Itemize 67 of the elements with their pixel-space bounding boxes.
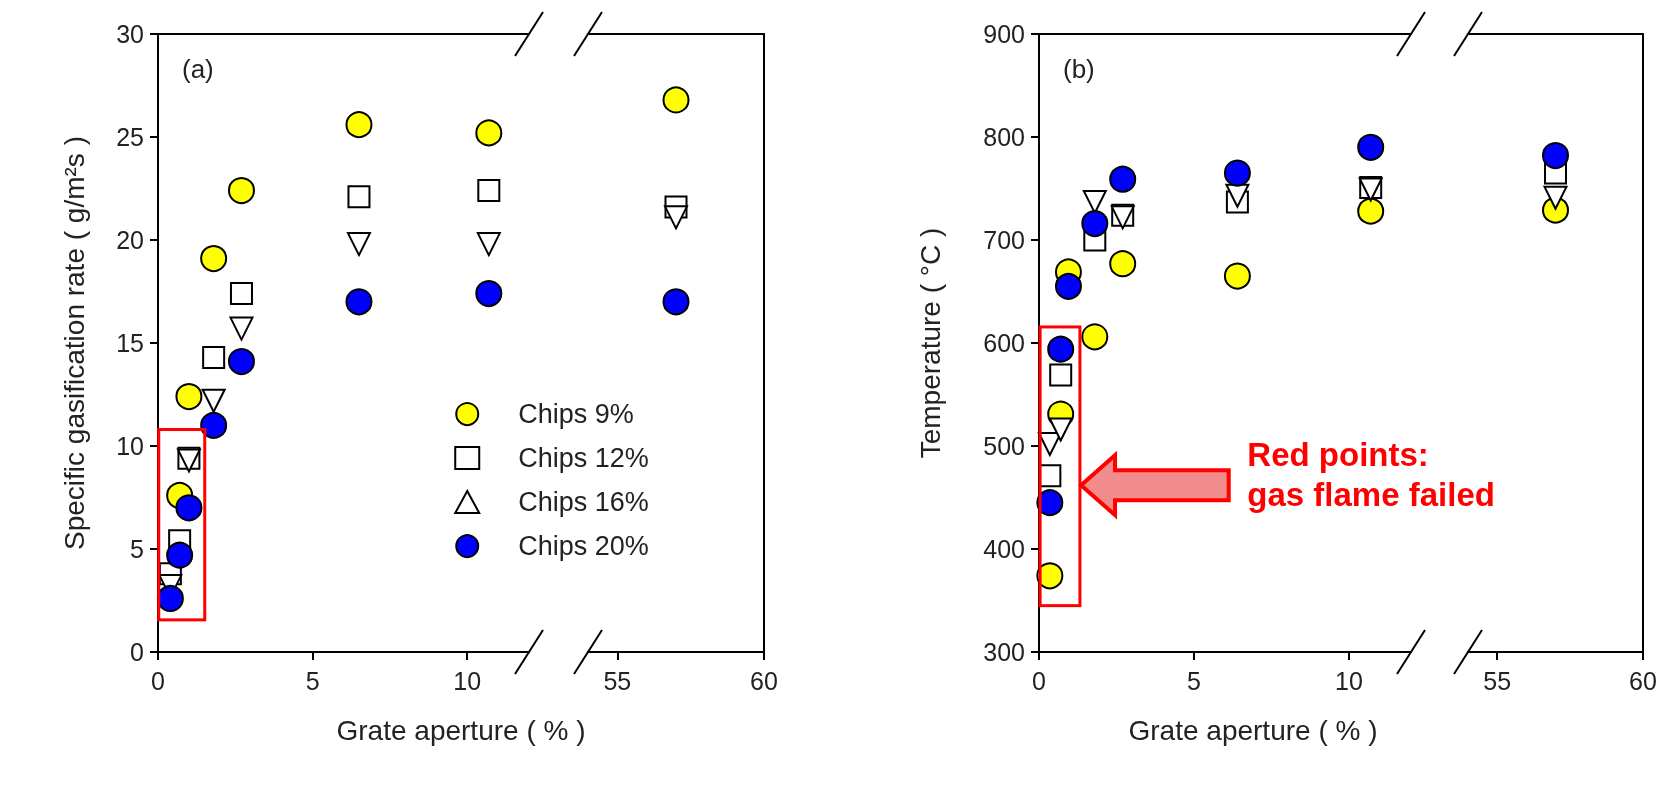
point <box>1054 272 1082 300</box>
x-tick-label: 5 <box>305 666 320 695</box>
y-tick-label: 300 <box>983 638 1025 666</box>
y-tick-label: 700 <box>983 226 1025 254</box>
legend-label: Chips 20% <box>518 531 649 562</box>
x-tick-label: 55 <box>603 666 632 695</box>
point <box>347 185 371 209</box>
y-tick-label: 0 <box>130 638 144 666</box>
point <box>1048 417 1073 442</box>
point <box>1225 183 1250 208</box>
legend-label: Chips 16% <box>518 487 649 518</box>
point <box>1081 210 1109 238</box>
point <box>1357 197 1385 225</box>
x-axis-title: Grate aperture ( % ) <box>336 714 586 746</box>
point <box>345 288 373 316</box>
point <box>166 541 194 569</box>
y-tick-label: 20 <box>116 226 144 254</box>
point <box>1109 165 1137 193</box>
y-tick-label: 25 <box>116 123 144 151</box>
legend-label: Chips 12% <box>518 443 649 474</box>
annotation: (a) <box>182 54 214 84</box>
point <box>228 177 255 205</box>
legend-label: Chips 9% <box>518 399 634 430</box>
point <box>1223 159 1251 187</box>
point <box>477 179 501 203</box>
point <box>1223 262 1251 290</box>
y-tick-label: 15 <box>116 329 144 357</box>
point <box>1357 133 1385 161</box>
y-tick-label: 800 <box>983 123 1025 151</box>
annotation: (b) <box>1063 54 1095 84</box>
x-tick-label: 60 <box>1629 666 1657 695</box>
point <box>175 383 203 411</box>
point <box>1109 250 1137 278</box>
point <box>200 411 228 439</box>
point <box>1081 323 1109 351</box>
y-tick-label: 10 <box>116 432 144 460</box>
x-tick-label: 10 <box>1335 666 1363 695</box>
point <box>346 232 371 257</box>
point <box>475 280 503 308</box>
point <box>202 345 226 369</box>
y-tick-label: 400 <box>983 535 1025 563</box>
point <box>229 282 253 306</box>
x-tick-label: 55 <box>1483 666 1512 695</box>
point <box>1049 363 1073 387</box>
x-tick-label: 5 <box>1187 666 1201 695</box>
point <box>1047 335 1075 363</box>
point <box>201 388 226 413</box>
point <box>345 111 373 139</box>
y-tick-label: 600 <box>983 329 1025 357</box>
x-tick-label: 10 <box>453 666 482 695</box>
point <box>175 494 203 522</box>
point <box>475 119 503 147</box>
x-tick-label: 60 <box>750 666 778 695</box>
y-axis-title: Temperature ( °C ) <box>914 227 946 459</box>
x-tick-label: 0 <box>151 666 165 695</box>
point <box>228 348 255 376</box>
y-tick-label: 500 <box>983 432 1025 460</box>
annotation: Red points: gas flame failed <box>1247 435 1495 513</box>
y-tick-label: 900 <box>983 20 1025 48</box>
point <box>200 245 228 273</box>
point <box>476 232 501 257</box>
point <box>229 316 254 341</box>
x-axis-title: Grate aperture ( % ) <box>1128 714 1378 746</box>
y-tick-label: 30 <box>116 20 144 48</box>
y-tick-label: 5 <box>130 535 144 563</box>
y-axis-title: Specific gasification rate ( g/m²s ) <box>58 136 90 550</box>
x-tick-label: 0 <box>1032 666 1046 695</box>
